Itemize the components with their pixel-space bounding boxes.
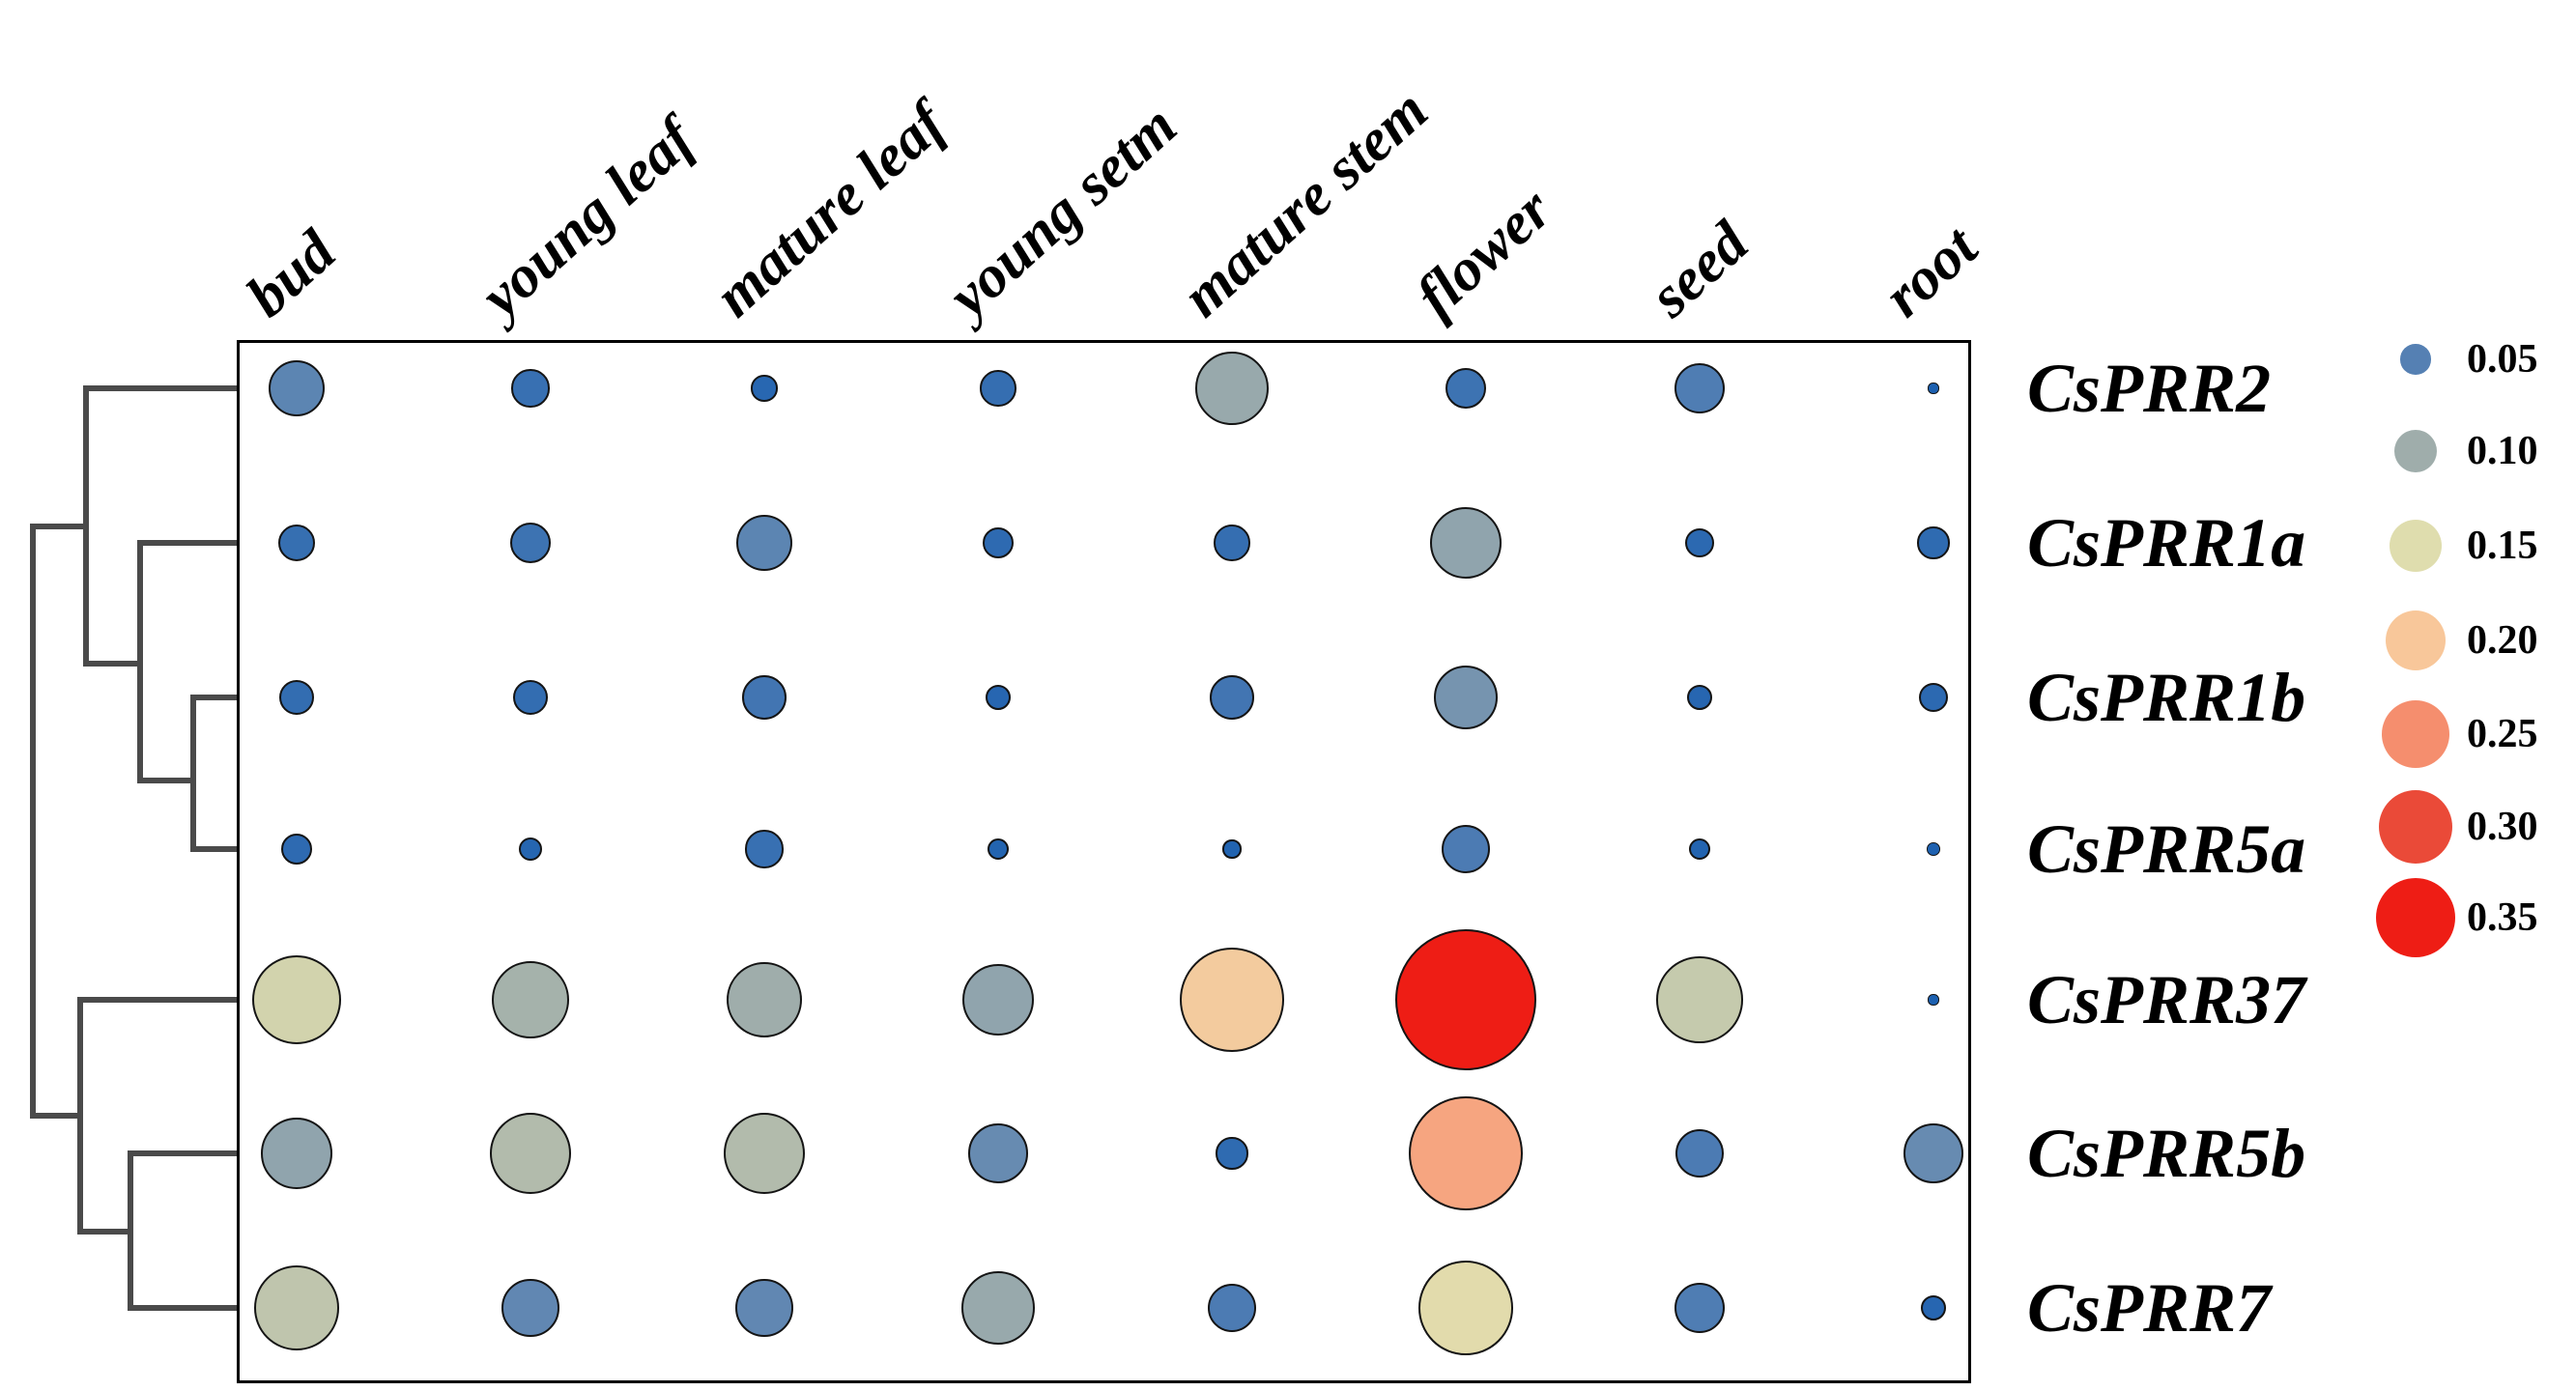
legend-swatch-0.25 (2382, 700, 2449, 768)
bubble-CsPRR5b-bud (260, 1117, 333, 1190)
column-label-root: root (1871, 213, 1990, 330)
bubble-CsPRR5b-mature-leaf (723, 1112, 806, 1195)
bubble-CsPRR2-young-setm (980, 370, 1016, 407)
bubble-CsPRR7-young-leaf (501, 1279, 559, 1337)
bubble-CsPRR2-flower (1445, 367, 1487, 410)
bubble-CsPRR5b-flower (1408, 1095, 1524, 1211)
bubble-CsPRR1a-mature-stem (1214, 525, 1250, 561)
bubble-CsPRR2-young-leaf (511, 369, 550, 408)
row-label-CsPRR5a: CsPRR5a (2027, 810, 2306, 888)
row-label-CsPRR5b: CsPRR5b (2027, 1115, 2306, 1192)
bubble-CsPRR5a-flower (1441, 824, 1491, 874)
bubble-CsPRR37-seed (1656, 956, 1743, 1043)
column-label-young-setm: young setm (935, 92, 1189, 330)
bubble-CsPRR7-mature-leaf (735, 1279, 793, 1337)
bubble-CsPRR7-bud (254, 1265, 339, 1350)
bubble-CsPRR2-bud (268, 359, 326, 417)
bubble-CsPRR2-mature-leaf (751, 375, 778, 402)
column-label-mature-leaf: mature leaf (701, 90, 959, 330)
legend-value-0.10: 0.10 (2467, 429, 2538, 473)
bubble-CsPRR7-mature-stem (1207, 1283, 1257, 1333)
bubble-CsPRR37-bud (251, 954, 342, 1045)
legend-swatch-0.10 (2393, 429, 2438, 473)
bubble-CsPRR5a-bud (280, 833, 313, 866)
bubble-CsPRR1b-young-leaf (513, 680, 548, 715)
bubble-CsPRR7-seed (1674, 1282, 1726, 1334)
column-label-bud: bud (234, 218, 349, 330)
bubble-CsPRR1b-seed (1686, 684, 1712, 710)
legend-swatch-0.30 (2378, 789, 2453, 865)
bubble-CsPRR1b-mature-leaf (742, 675, 787, 720)
row-label-CsPRR37: CsPRR37 (2027, 961, 2306, 1038)
row-label-CsPRR1a: CsPRR1a (2027, 504, 2306, 582)
bubble-CsPRR5a-young-setm (987, 837, 1010, 861)
bubble-CsPRR1b-bud (279, 680, 314, 715)
row-label-CsPRR7: CsPRR7 (2027, 1269, 2272, 1347)
column-label-mature-stem: mature stem (1169, 76, 1441, 330)
legend-value-0.20: 0.20 (2467, 618, 2538, 663)
bubble-CsPRR1b-young-setm (985, 684, 1011, 710)
bubble-CsPRR2-root (1928, 383, 1939, 394)
bubble-CsPRR1b-flower (1433, 665, 1499, 730)
legend-swatch-0.15 (2389, 519, 2443, 573)
bubble-CsPRR37-flower (1394, 928, 1537, 1071)
legend-value-0.35: 0.35 (2467, 895, 2538, 940)
bubble-CsPRR1a-root (1917, 526, 1950, 559)
row-label-CsPRR1b: CsPRR1b (2027, 659, 2306, 736)
bubble-CsPRR5a-young-leaf (518, 837, 543, 862)
bubble-CsPRR37-mature-stem (1179, 947, 1285, 1053)
legend-swatch-0.20 (2385, 610, 2447, 671)
legend-value-0.25: 0.25 (2467, 712, 2538, 756)
bubble-CsPRR37-root (1928, 994, 1939, 1006)
bubble-CsPRR5b-young-leaf (489, 1112, 572, 1195)
bubble-CsPRR1a-seed (1684, 527, 1715, 558)
plot-area (237, 340, 1971, 1383)
bubble-CsPRR5b-young-setm (968, 1123, 1028, 1183)
legend-value-0.05: 0.05 (2467, 337, 2538, 382)
legend-swatch-0.05 (2400, 344, 2431, 375)
bubble-CsPRR1a-mature-leaf (735, 514, 793, 572)
bubble-CsPRR5b-seed (1674, 1128, 1725, 1178)
bubble-CsPRR5b-root (1903, 1123, 1963, 1183)
bubble-CsPRR2-seed (1674, 362, 1726, 414)
bubble-CsPRR37-young-setm (961, 963, 1035, 1036)
bubble-CsPRR7-root (1920, 1294, 1946, 1320)
bubble-CsPRR1a-young-leaf (509, 522, 552, 564)
bubble-CsPRR5a-mature-leaf (745, 830, 784, 868)
bubble-CsPRR1b-root (1918, 682, 1949, 713)
bubble-CsPRR5a-seed (1688, 837, 1711, 861)
bubble-CsPRR1a-young-setm (982, 526, 1015, 559)
bubble-CsPRR37-young-leaf (491, 960, 570, 1039)
bubble-CsPRR1a-flower (1429, 506, 1503, 580)
bubble-CsPRR37-mature-leaf (726, 961, 803, 1038)
legend-value-0.30: 0.30 (2467, 805, 2538, 849)
column-label-flower: flower (1403, 176, 1564, 330)
bubble-CsPRR1b-mature-stem (1210, 675, 1254, 720)
column-label-seed: seed (1637, 210, 1761, 330)
bubble-CsPRR5b-mature-stem (1216, 1137, 1248, 1170)
legend-value-0.15: 0.15 (2467, 524, 2538, 568)
legend-swatch-0.35 (2375, 877, 2456, 958)
bubble-CsPRR5a-root (1927, 842, 1940, 856)
bubble-CsPRR5a-mature-stem (1222, 839, 1242, 859)
bubble-CsPRR1a-bud (277, 524, 316, 562)
bubble-CsPRR2-mature-stem (1194, 351, 1270, 426)
column-label-young-leaf: young leaf (468, 105, 707, 330)
row-label-CsPRR2: CsPRR2 (2027, 350, 2272, 427)
bubble-CsPRR7-flower (1418, 1261, 1513, 1355)
bubble-CsPRR7-young-setm (960, 1270, 1036, 1346)
